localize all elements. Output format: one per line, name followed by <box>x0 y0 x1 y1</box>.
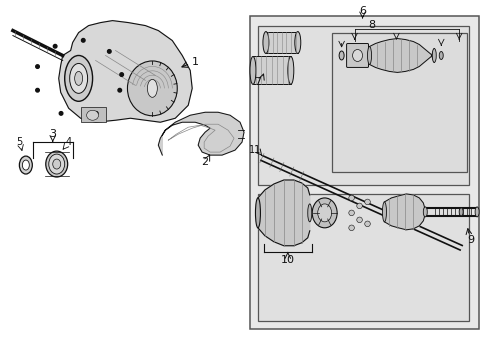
Ellipse shape <box>86 110 99 120</box>
Bar <box>265 32 297 54</box>
Ellipse shape <box>127 61 177 116</box>
Ellipse shape <box>49 154 64 174</box>
Bar <box>81 107 105 122</box>
Ellipse shape <box>53 159 61 169</box>
Circle shape <box>348 225 354 231</box>
Ellipse shape <box>20 156 32 174</box>
Text: 6: 6 <box>358 6 366 15</box>
Polygon shape <box>158 112 244 155</box>
Ellipse shape <box>438 51 442 59</box>
Ellipse shape <box>75 71 82 85</box>
Circle shape <box>118 89 122 92</box>
Ellipse shape <box>69 63 87 93</box>
Polygon shape <box>258 180 309 246</box>
Ellipse shape <box>249 57 255 84</box>
Circle shape <box>59 112 63 115</box>
Circle shape <box>36 65 39 68</box>
Ellipse shape <box>147 80 157 97</box>
Bar <box>258 26 468 185</box>
Ellipse shape <box>423 207 427 217</box>
Circle shape <box>94 112 98 115</box>
Ellipse shape <box>46 151 67 177</box>
Ellipse shape <box>64 55 92 101</box>
Ellipse shape <box>367 46 371 64</box>
Text: 8: 8 <box>367 19 374 30</box>
Circle shape <box>364 199 369 205</box>
Circle shape <box>53 45 57 48</box>
Ellipse shape <box>22 160 29 170</box>
Circle shape <box>81 39 85 42</box>
Bar <box>331 32 466 172</box>
Ellipse shape <box>294 32 300 54</box>
Text: 7: 7 <box>254 77 261 87</box>
Ellipse shape <box>255 198 260 228</box>
Ellipse shape <box>352 50 362 62</box>
Polygon shape <box>59 21 192 122</box>
Circle shape <box>107 50 111 53</box>
Text: 3: 3 <box>49 129 56 139</box>
Circle shape <box>36 89 39 92</box>
Circle shape <box>348 195 354 201</box>
Ellipse shape <box>474 207 478 217</box>
Ellipse shape <box>458 208 462 216</box>
Ellipse shape <box>287 57 293 84</box>
FancyBboxPatch shape <box>346 44 368 67</box>
Ellipse shape <box>307 204 311 222</box>
Ellipse shape <box>263 32 268 54</box>
Ellipse shape <box>339 51 344 60</box>
Circle shape <box>356 217 362 222</box>
Ellipse shape <box>431 49 435 62</box>
Text: 4: 4 <box>65 137 72 147</box>
Text: 1: 1 <box>191 58 198 67</box>
Ellipse shape <box>382 202 386 222</box>
Bar <box>249 15 478 329</box>
Circle shape <box>120 73 123 76</box>
Circle shape <box>348 210 354 216</box>
Bar <box>252 57 290 84</box>
Circle shape <box>364 221 369 226</box>
Ellipse shape <box>312 198 336 228</box>
Bar <box>258 194 468 321</box>
Text: 11: 11 <box>248 145 261 155</box>
Text: 9: 9 <box>467 235 474 245</box>
Text: 10: 10 <box>280 255 294 265</box>
Ellipse shape <box>317 204 331 222</box>
Text: 2: 2 <box>201 157 208 167</box>
Circle shape <box>356 203 362 209</box>
Polygon shape <box>384 194 425 230</box>
Text: 5: 5 <box>16 137 22 147</box>
Polygon shape <box>369 39 433 72</box>
